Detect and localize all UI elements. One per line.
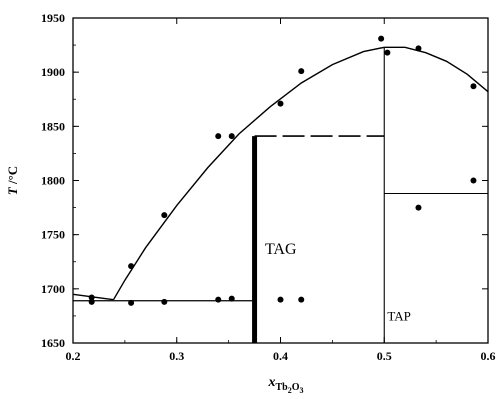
y-tick-label: 1700 bbox=[41, 282, 65, 296]
y-tick-label: 1800 bbox=[41, 174, 65, 188]
data-point bbox=[378, 35, 385, 42]
data-point bbox=[161, 212, 168, 219]
x-tick-label: 0.6 bbox=[481, 349, 496, 363]
data-point bbox=[228, 133, 235, 140]
data-point bbox=[277, 100, 284, 107]
plot-frame bbox=[72, 17, 489, 344]
y-tick-label: 1900 bbox=[41, 65, 65, 79]
data-point bbox=[470, 177, 477, 184]
liquidus-curve-right bbox=[384, 46, 489, 93]
x-tick-label: 0.4 bbox=[273, 349, 288, 363]
liquidus-curve-left bbox=[112, 46, 385, 301]
data-point bbox=[88, 294, 95, 301]
data-point bbox=[215, 296, 222, 303]
region-label-tap: TAP bbox=[387, 308, 411, 323]
data-point bbox=[215, 133, 222, 140]
y-tick-label: 1950 bbox=[41, 11, 65, 25]
y-tick-label: 1750 bbox=[41, 228, 65, 242]
data-point bbox=[277, 296, 284, 303]
data-point bbox=[415, 204, 422, 211]
x-tick-label: 0.5 bbox=[377, 349, 392, 363]
data-point bbox=[128, 299, 135, 306]
x-axis-label: xTb2O3 bbox=[268, 375, 304, 395]
data-point bbox=[298, 296, 305, 303]
data-point bbox=[128, 263, 135, 270]
data-point bbox=[161, 298, 168, 305]
data-point bbox=[298, 68, 305, 75]
x-tick-label: 0.2 bbox=[66, 349, 81, 363]
data-point bbox=[88, 298, 95, 305]
data-point bbox=[415, 45, 422, 52]
x-tick-label: 0.3 bbox=[169, 349, 184, 363]
region-label-tag: TAG bbox=[265, 241, 297, 258]
data-point bbox=[384, 49, 391, 56]
y-tick-label: 1850 bbox=[41, 119, 65, 133]
y-axis-label: T /°C bbox=[5, 166, 20, 195]
y-tick-label: 1650 bbox=[41, 336, 65, 350]
data-point bbox=[228, 295, 235, 302]
data-point bbox=[470, 83, 477, 90]
